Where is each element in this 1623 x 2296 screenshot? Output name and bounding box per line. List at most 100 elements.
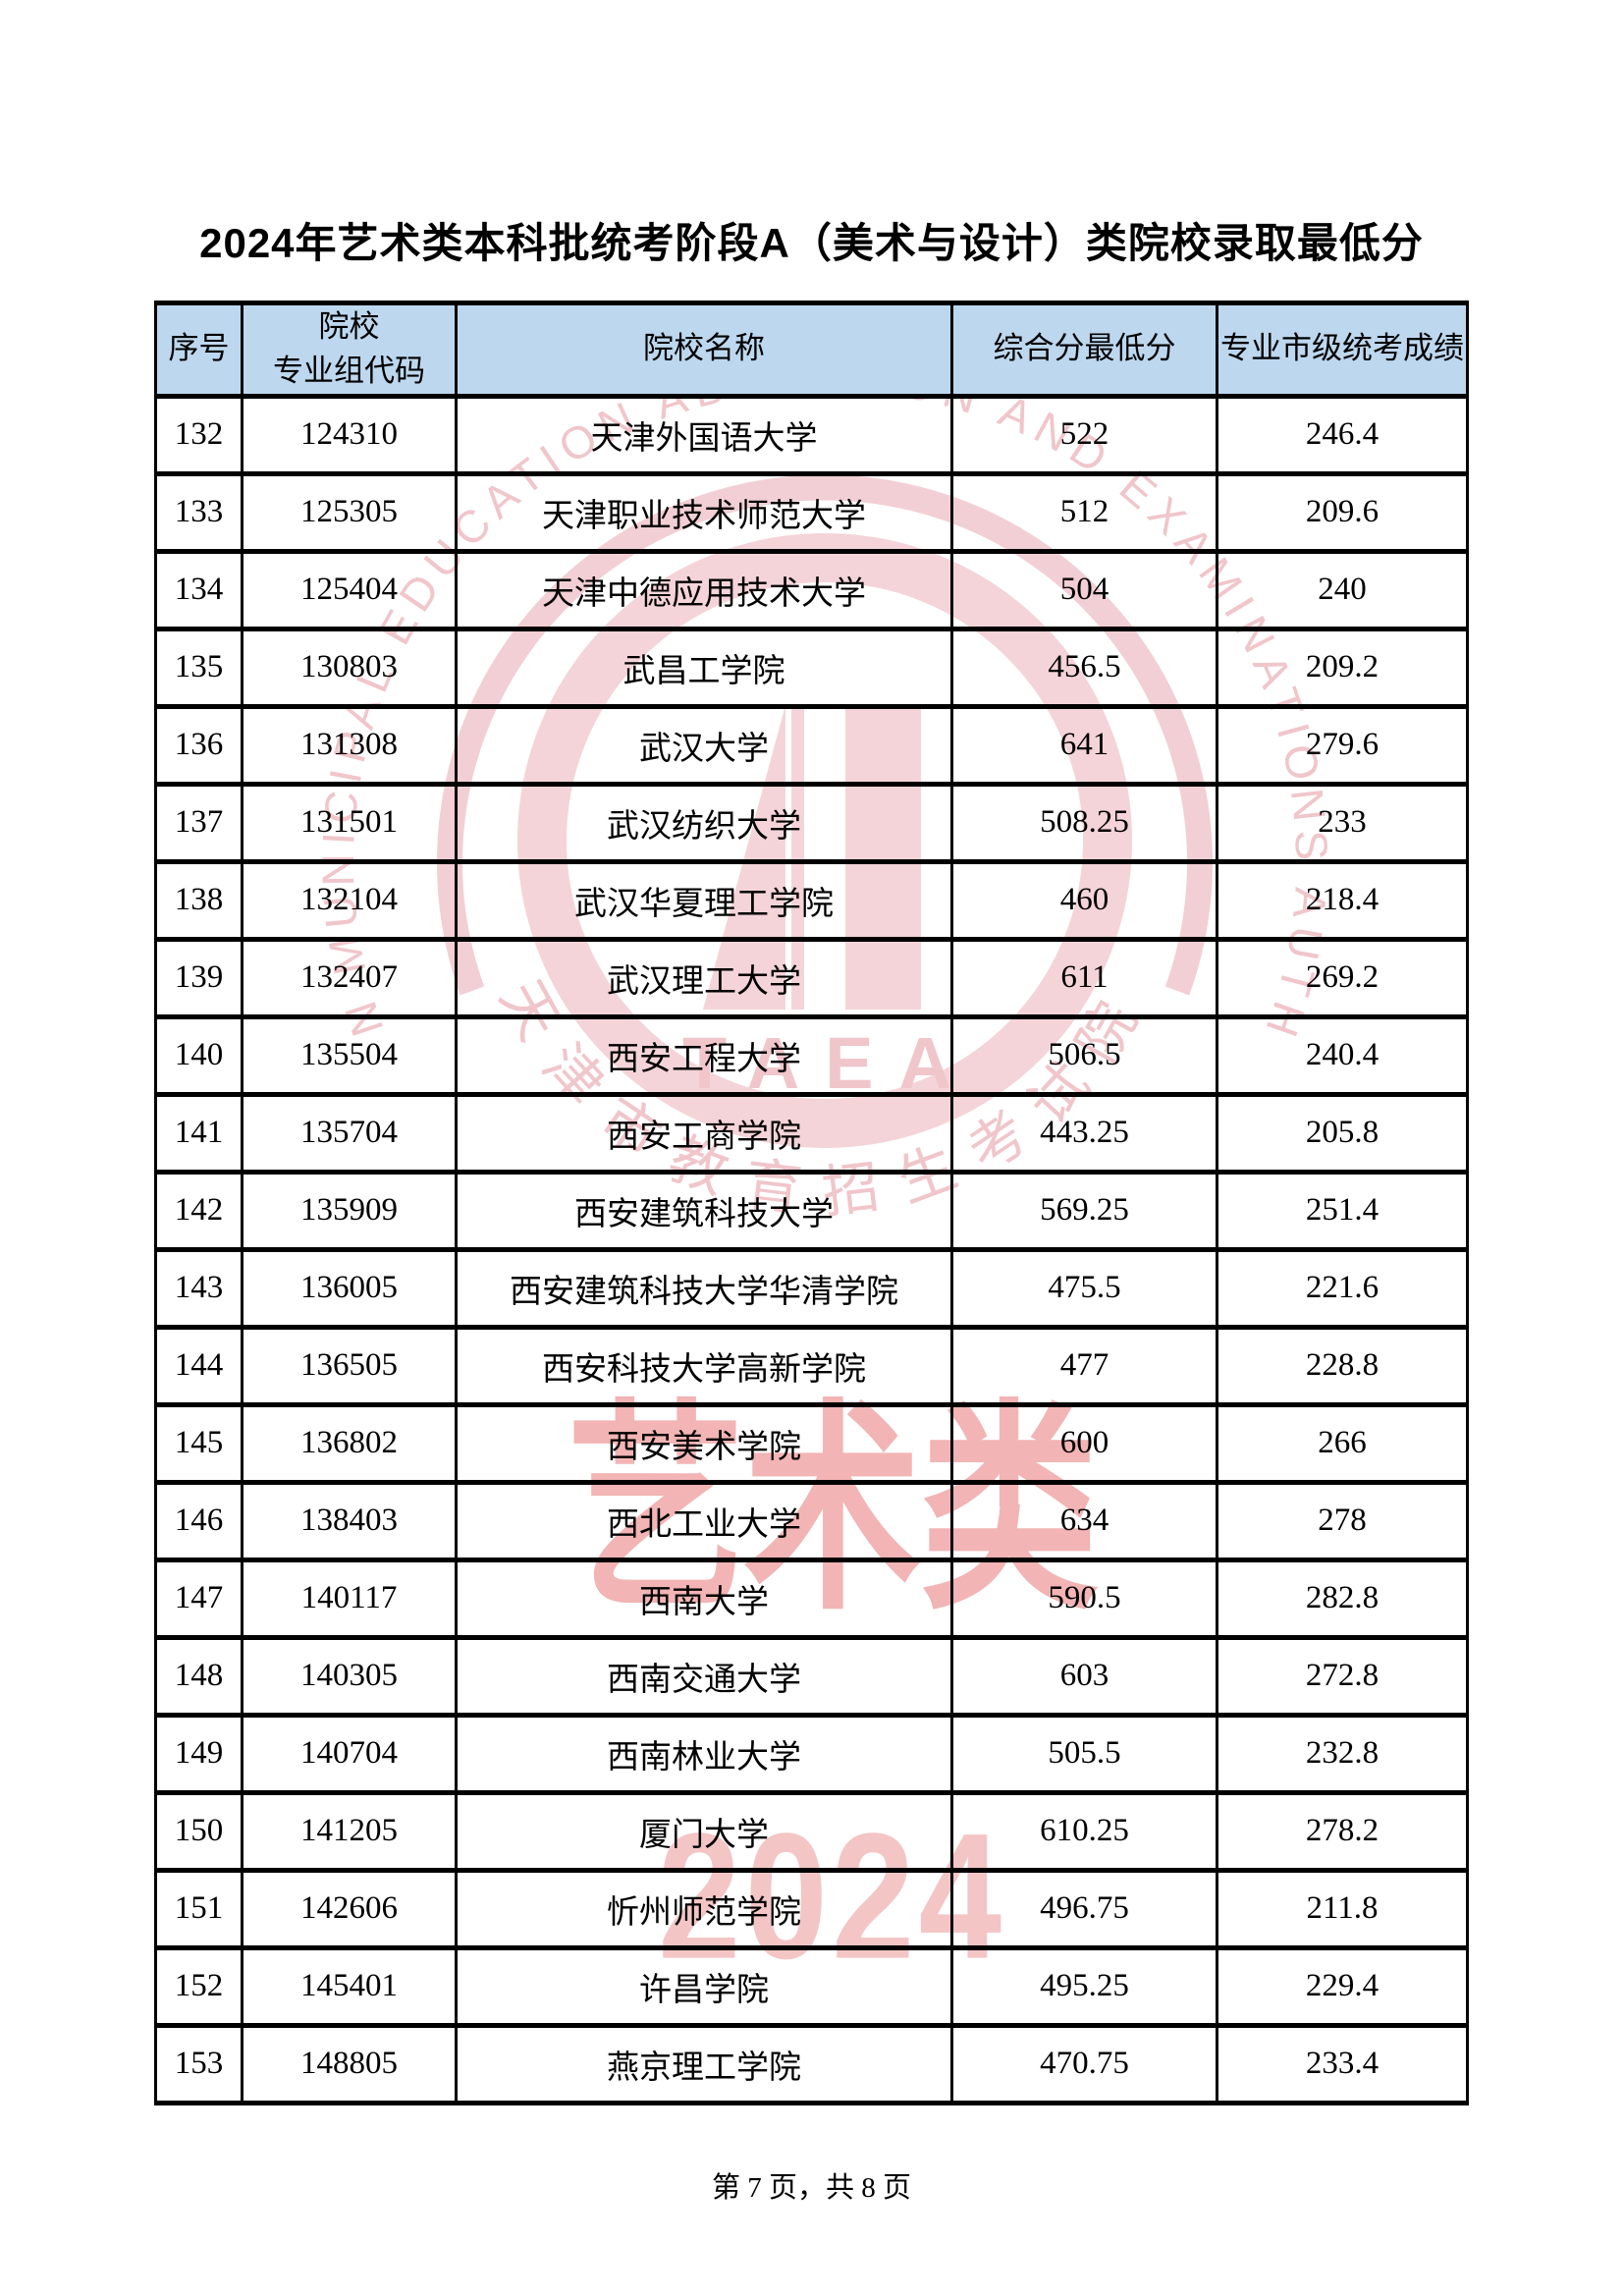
group-code-cell: 140305 (241, 1634, 458, 1718)
table-row: 139 132407 武汉理工大学 611 269.2 (154, 936, 1469, 1019)
exam-score-cell: 232.8 (1216, 1712, 1469, 1795)
school-name-cell: 西安建筑科技大学 (455, 1169, 953, 1252)
group-code-cell: 140117 (241, 1557, 458, 1640)
exam-score-cell: 266 (1216, 1401, 1469, 1485)
min-score-cell: 504 (950, 548, 1218, 631)
table-row: 141 135704 西安工商学院 443.25 205.8 (154, 1091, 1469, 1175)
table-header-row: 序号 院校 专业组代码 院校名称 综合分最低分 专业市级统考成绩 (154, 301, 1469, 399)
table-row: 151 142606 忻州师范学院 496.75 211.8 (154, 1867, 1469, 1950)
serial-cell: 152 (154, 1944, 243, 2028)
school-name-cell: 西安科技大学高新学院 (455, 1324, 953, 1407)
min-score-cell: 512 (950, 470, 1218, 554)
exam-score-cell: 279.6 (1216, 703, 1469, 787)
table-row: 150 141205 厦门大学 610.25 278.2 (154, 1789, 1469, 1873)
school-name-cell: 西安建筑科技大学华清学院 (455, 1246, 953, 1330)
group-code-cell: 136802 (241, 1401, 458, 1485)
min-score-cell: 600 (950, 1401, 1218, 1485)
serial-cell: 143 (154, 1246, 243, 1330)
min-score-cell: 505.5 (950, 1712, 1218, 1795)
exam-score-cell: 221.6 (1216, 1246, 1469, 1330)
serial-cell: 150 (154, 1789, 243, 1873)
group-code-cell: 135909 (241, 1169, 458, 1252)
group-code-cell: 138403 (241, 1479, 458, 1562)
min-score-cell: 475.5 (950, 1246, 1218, 1330)
school-name-cell: 西南交通大学 (455, 1634, 953, 1718)
table-row: 152 145401 许昌学院 495.25 229.4 (154, 1944, 1469, 2028)
school-name-cell: 武昌工学院 (455, 626, 953, 709)
table-row: 143 136005 西安建筑科技大学华清学院 475.5 221.6 (154, 1246, 1469, 1330)
exam-score-cell: 251.4 (1216, 1169, 1469, 1252)
exam-score-cell: 233 (1216, 781, 1469, 864)
min-score-cell: 634 (950, 1479, 1218, 1562)
table-row: 137 131501 武汉纺织大学 508.25 233 (154, 781, 1469, 864)
table-row: 147 140117 西南大学 590.5 282.8 (154, 1557, 1469, 1640)
serial-cell: 144 (154, 1324, 243, 1407)
exam-score-cell: 233.4 (1216, 2022, 1469, 2105)
serial-cell: 134 (154, 548, 243, 631)
serial-cell: 137 (154, 781, 243, 864)
min-score-cell: 508.25 (950, 781, 1218, 864)
serial-cell: 147 (154, 1557, 243, 1640)
exam-score-cell: 246.4 (1216, 393, 1469, 476)
group-code-cell: 125404 (241, 548, 458, 631)
school-name-cell: 天津中德应用技术大学 (455, 548, 953, 631)
table-row: 135 130803 武昌工学院 456.5 209.2 (154, 626, 1469, 709)
page-footer: 第 7 页，共 8 页 (711, 2172, 911, 2204)
serial-cell: 145 (154, 1401, 243, 1485)
exam-score-cell: 205.8 (1216, 1091, 1469, 1175)
school-name-cell: 天津职业技术师范大学 (455, 470, 953, 554)
serial-cell: 151 (154, 1867, 243, 1950)
serial-cell: 142 (154, 1169, 243, 1252)
group-code-cell: 135504 (241, 1013, 458, 1097)
exam-score-cell: 228.8 (1216, 1324, 1469, 1407)
group-code-cell: 132407 (241, 936, 458, 1019)
group-code-cell: 140704 (241, 1712, 458, 1795)
group-code-cell: 131308 (241, 703, 458, 787)
group-code-cell: 130803 (241, 626, 458, 709)
school-name-cell: 许昌学院 (455, 1944, 953, 2028)
min-score-cell: 603 (950, 1634, 1218, 1718)
school-name-cell: 西北工业大学 (455, 1479, 953, 1562)
min-score-cell: 470.75 (950, 2022, 1218, 2105)
table-row: 138 132104 武汉华夏理工学院 460 218.4 (154, 858, 1469, 942)
col-header-exam-score: 专业市级统考成绩 (1216, 301, 1469, 399)
school-name-cell: 西南林业大学 (455, 1712, 953, 1795)
serial-cell: 149 (154, 1712, 243, 1795)
min-score-cell: 456.5 (950, 626, 1218, 709)
school-name-cell: 厦门大学 (455, 1789, 953, 1873)
min-score-cell: 641 (950, 703, 1218, 787)
group-code-cell: 141205 (241, 1789, 458, 1873)
table-row: 144 136505 西安科技大学高新学院 477 228.8 (154, 1324, 1469, 1407)
min-score-cell: 610.25 (950, 1789, 1218, 1873)
table-row: 136 131308 武汉大学 641 279.6 (154, 703, 1469, 787)
school-name-cell: 武汉华夏理工学院 (455, 858, 953, 942)
group-code-cell: 142606 (241, 1867, 458, 1950)
serial-cell: 146 (154, 1479, 243, 1562)
group-code-cell: 125305 (241, 470, 458, 554)
school-name-cell: 西安美术学院 (455, 1401, 953, 1485)
min-score-cell: 477 (950, 1324, 1218, 1407)
min-score-cell: 611 (950, 936, 1218, 1019)
exam-score-cell: 282.8 (1216, 1557, 1469, 1640)
exam-score-cell: 211.8 (1216, 1867, 1469, 1950)
min-score-cell: 460 (950, 858, 1218, 942)
group-code-cell: 145401 (241, 1944, 458, 2028)
exam-score-cell: 240.4 (1216, 1013, 1469, 1097)
exam-score-cell: 218.4 (1216, 858, 1469, 942)
col-header-serial: 序号 (154, 301, 243, 399)
school-name-cell: 武汉理工大学 (455, 936, 953, 1019)
serial-cell: 140 (154, 1013, 243, 1097)
serial-cell: 138 (154, 858, 243, 942)
school-name-cell: 武汉纺织大学 (455, 781, 953, 864)
school-name-cell: 燕京理工学院 (455, 2022, 953, 2105)
exam-score-cell: 209.2 (1216, 626, 1469, 709)
group-code-cell: 131501 (241, 781, 458, 864)
table-row: 148 140305 西南交通大学 603 272.8 (154, 1634, 1469, 1718)
serial-cell: 132 (154, 393, 243, 476)
serial-cell: 141 (154, 1091, 243, 1175)
exam-score-cell: 209.6 (1216, 470, 1469, 554)
school-name-cell: 天津外国语大学 (455, 393, 953, 476)
table-row: 132 124310 天津外国语大学 522 246.4 (154, 393, 1469, 476)
exam-score-cell: 269.2 (1216, 936, 1469, 1019)
